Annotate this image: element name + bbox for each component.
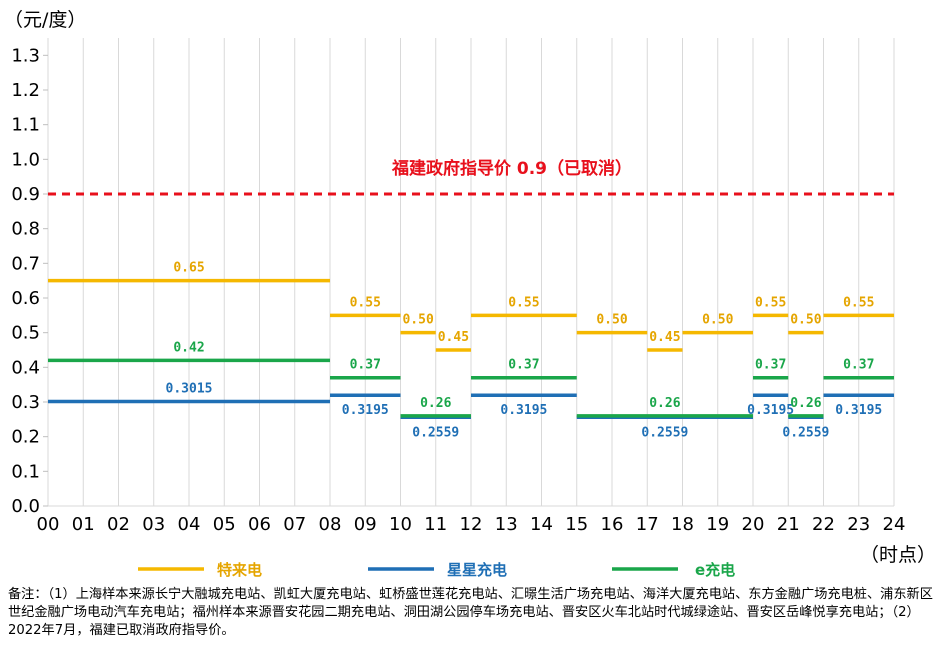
x-tick-label: 07 [283,514,306,535]
x-tick-label: 14 [530,514,553,535]
y-axis-ticks: 0.0 0.1 0.2 0.3 0.4 0.5 0.6 0.7 0.8 0.9 1.0 1.1 1.2 1… [11,45,40,517]
data-label: 0.3195 [747,403,794,418]
x-tick-label: 10 [389,514,412,535]
series-echongdian: 0.42 0.37 0.26 0.37 0.26 0.37 0.26 0.37 [48,340,894,418]
series-group: 0.65 0.55 0.50 0.45 0.55 0.50 0.45 0.50 0.55 0.50… [48,261,894,440]
data-label: 0.65 [173,261,204,276]
data-label: 0.55 [755,295,786,310]
data-label: 0.37 [755,358,786,373]
y-tick-label: 0.0 [11,496,40,517]
x-tick-label: 17 [636,514,659,535]
data-label: 0.45 [438,330,469,345]
y-tick-label: 1.3 [11,45,40,66]
electricity-price-chart: （元/度） （时点） 0.00.10.20.30.40.50.60.70.80.… [4,9,936,579]
y-tick-label: 1.2 [11,80,40,101]
y-tick-label: 0.6 [11,288,40,309]
series-xingxing: 0.3015 0.3195 0.2559 0.3195 0.2559 0.3195 0.25… [48,381,894,440]
x-tick-label: 03 [142,514,165,535]
x-tick-label: 19 [706,514,729,535]
data-label: 0.3195 [500,403,547,418]
y-tick-label: 0.8 [11,219,40,240]
data-label: 0.37 [843,358,874,373]
x-tick-label: 20 [742,514,765,535]
x-tick-label: 00 [37,514,60,535]
data-label: 0.50 [402,313,433,328]
x-tick-label: 04 [178,514,201,535]
data-label: 0.26 [790,396,821,411]
gridlines [43,38,895,507]
data-label: 0.50 [790,313,821,328]
y-tick-label: 1.0 [11,149,40,170]
data-label: 0.55 [350,295,381,310]
x-tick-label: 23 [847,514,870,535]
y-tick-label: 0.3 [11,392,40,413]
data-label: 0.26 [420,396,451,411]
legend: 特来电 星星充电 e充电 [138,561,735,579]
x-tick-label: 05 [213,514,236,535]
data-label: 0.26 [649,396,680,411]
x-tick-label: 24 [883,514,906,535]
x-tick-label: 01 [72,514,95,535]
data-label: 0.2559 [782,425,829,440]
x-tick-label: 22 [812,514,835,535]
legend-label-echongdian: e充电 [695,561,735,579]
data-label: 0.3015 [166,381,213,396]
data-label: 0.37 [508,358,539,373]
x-tick-label: 13 [495,514,518,535]
data-label: 0.3195 [835,403,882,418]
x-tick-label: 15 [565,514,588,535]
y-axis-unit-label: （元/度） [4,9,86,31]
x-tick-label: 08 [319,514,342,535]
x-tick-label: 11 [424,514,447,535]
data-label: 0.3195 [342,403,389,418]
legend-label-xingxing: 星星充电 [447,561,507,579]
data-label: 0.2559 [412,425,459,440]
x-tick-label: 12 [460,514,483,535]
x-axis-unit-label: （时点） [860,544,936,566]
data-label: 0.42 [173,340,204,355]
data-label: 0.2559 [641,425,688,440]
x-tick-label: 16 [601,514,624,535]
data-label: 0.55 [508,295,539,310]
x-tick-label: 09 [354,514,377,535]
y-tick-label: 0.4 [11,357,40,378]
y-tick-label: 1.1 [11,115,40,136]
reference-line-group: 福建政府指导价 0.9（已取消） [48,158,894,196]
y-tick-label: 0.7 [11,253,40,274]
footnote: 备注：（1）上海样本来源长宁大融城充电站、凯虹大厦充电站、虹桥盛世莲花充电站、汇… [8,587,933,638]
y-tick-label: 0.9 [11,184,40,205]
x-tick-label: 02 [107,514,130,535]
x-tick-label: 21 [777,514,800,535]
data-label: 0.50 [596,313,627,328]
y-tick-label: 0.1 [11,461,40,482]
data-label: 0.45 [649,330,680,345]
guide-price-annotation: 福建政府指导价 0.9（已取消） [391,158,632,179]
series-telaidian: 0.65 0.55 0.50 0.45 0.55 0.50 0.45 0.50 0.55 0.50… [48,261,894,352]
x-tick-label: 18 [671,514,694,535]
y-tick-label: 0.2 [11,427,40,448]
data-label: 0.50 [702,313,733,328]
data-label: 0.37 [350,358,381,373]
x-axis-ticks: 00 01 02 03 04 05 06 07 08 09 10 11 12 13 14 15 16 17 18 19… [37,514,906,535]
data-label: 0.55 [843,295,874,310]
x-tick-label: 06 [248,514,271,535]
legend-label-telaidian: 特来电 [217,561,262,579]
y-tick-label: 0.5 [11,323,40,344]
